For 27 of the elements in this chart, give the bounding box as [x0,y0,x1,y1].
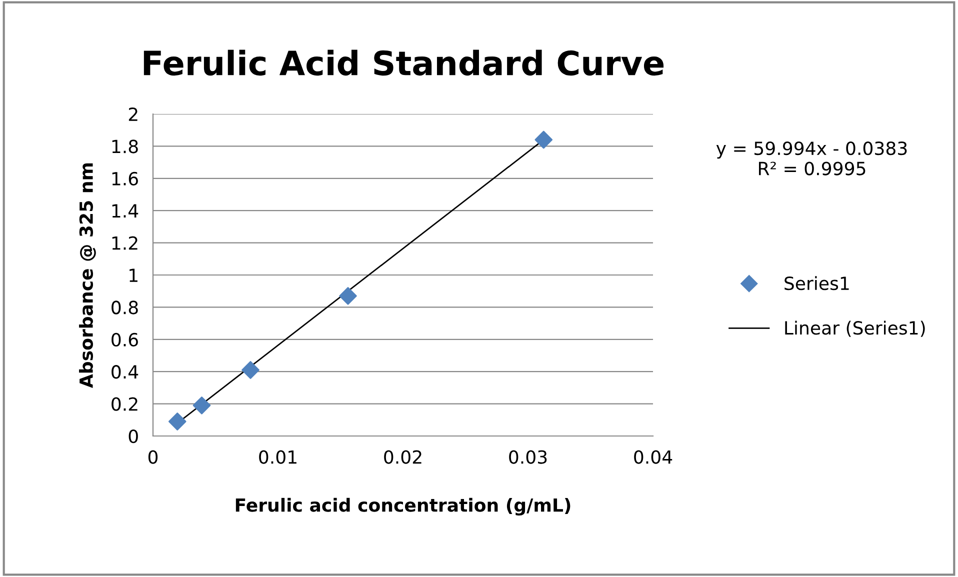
y-tick-label: 0.8 [112,300,138,314]
legend-label: Series1 [784,276,849,290]
y-tick-label: 1.6 [112,172,138,186]
point [168,412,186,430]
y-tick-label: 0.6 [112,332,138,347]
y-tick-label: 1.2 [112,236,138,250]
x-tick-label: 0.02 [384,450,422,464]
y-tick-label: 1.8 [112,140,138,154]
y-tick-label: 1 [130,268,138,282]
point [192,396,211,414]
x-tick-label: 0.01 [259,450,296,464]
y-axis-title: Absorbance @ 325 nm [79,163,96,388]
y-tick-label: 0.4 [112,365,138,379]
point [242,361,260,379]
x-tick-label: 0.03 [509,450,547,464]
text: y = 59.994x - 0.0383 R² = 0.9995 [716,141,907,176]
x-axis-title: Ferulic acid concentration (g/mL) [236,498,570,516]
x-tick-label: 0.04 [634,450,672,464]
point [339,287,357,305]
legend-label: Linear (Series1) [785,320,925,337]
y-tick-label: 1.4 [112,204,138,218]
x-tick-label: 0 [148,450,158,464]
y-tick-label: 0 [128,429,138,444]
chart-title: Ferulic Acid Standard Curve [144,50,664,76]
y-tick-label: 0.2 [112,397,138,411]
point [534,130,553,149]
y-tick-label: 2 [128,107,138,121]
